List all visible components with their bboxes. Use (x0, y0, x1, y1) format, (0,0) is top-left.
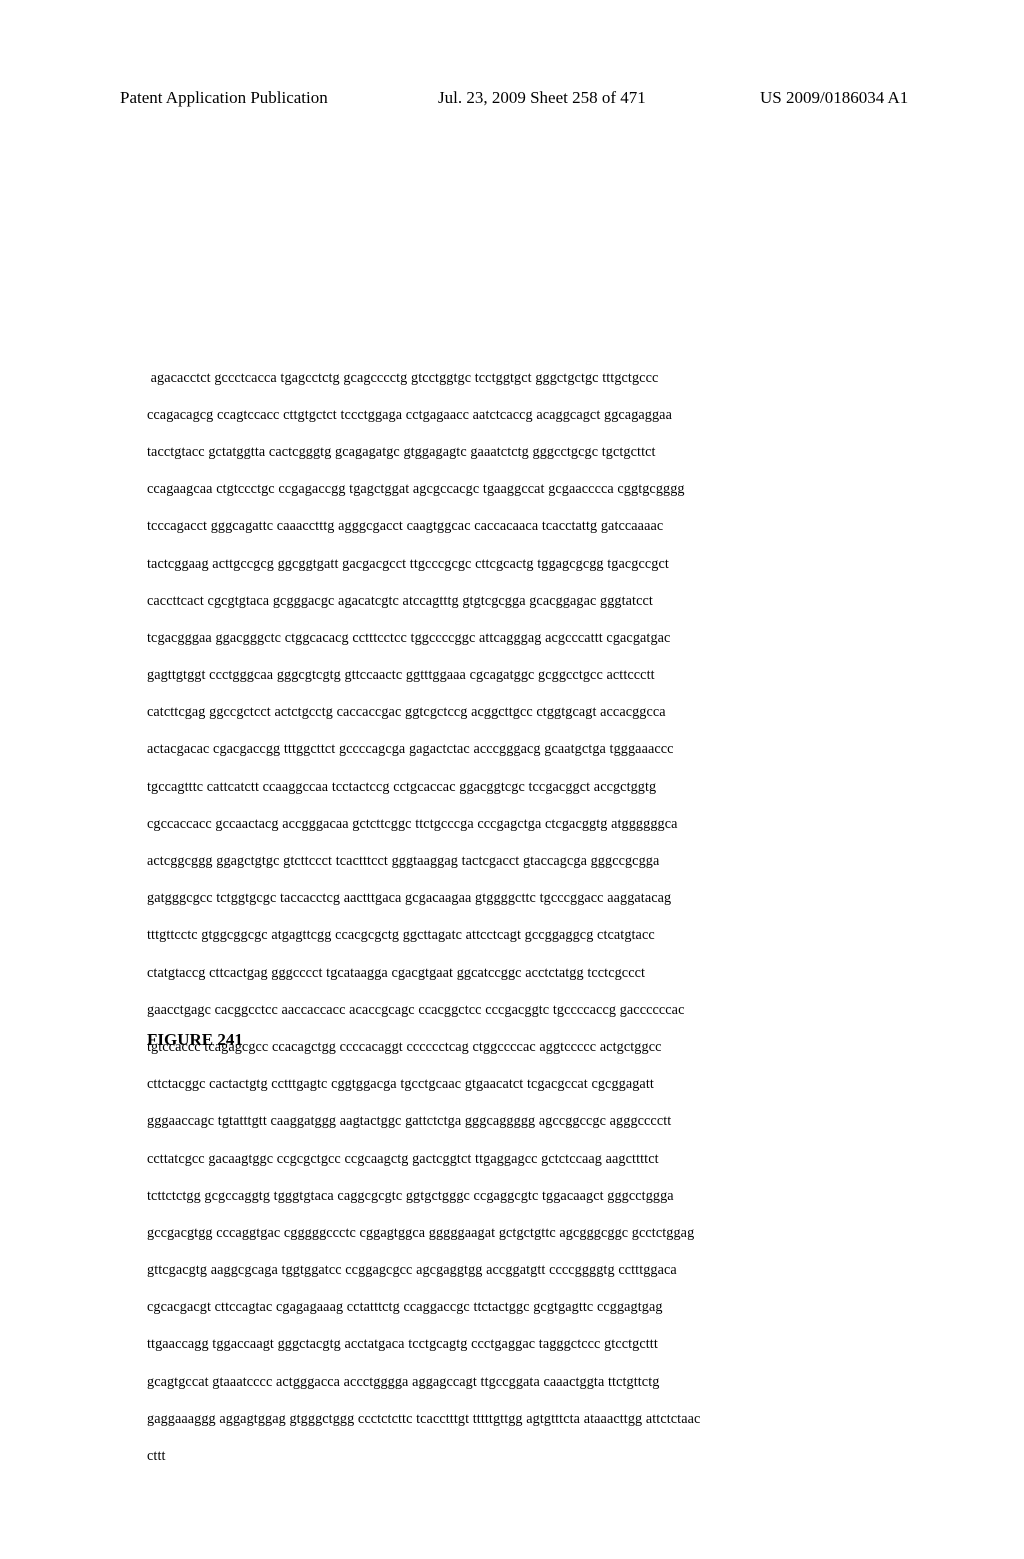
sequence-line: gccgacgtgg cccaggtgac cgggggccctc cggagt… (147, 1224, 909, 1243)
sequence-block: agacacctct gccctcacca tgagcctctg gcagccc… (147, 350, 909, 1559)
sequence-line: actacgacac cgacgaccgg tttggcttct gccccag… (147, 740, 909, 759)
sequence-line: agacacctct gccctcacca tgagcctctg gcagccc… (147, 369, 909, 388)
sequence-line: tgtccaccc tcagagcgcc ccacagctgg ccccacag… (147, 1038, 909, 1057)
header-right: US 2009/0186034 A1 (760, 88, 908, 108)
sequence-line: tactcggaag acttgccgcg ggcggtgatt gacgacg… (147, 555, 909, 574)
sequence-line: cgcacgacgt cttccagtac cgagagaaag cctattt… (147, 1298, 909, 1317)
sequence-line: gatgggcgcc tctggtgcgc taccacctcg aactttg… (147, 889, 909, 908)
page: Patent Application Publication Jul. 23, … (0, 0, 1024, 1320)
figure-label: FIGURE 241 (147, 1030, 243, 1050)
sequence-line: gaggaaaggg aggagtggag gtgggctggg ccctctc… (147, 1410, 909, 1429)
sequence-line: gttcgacgtg aaggcgcaga tggtggatcc ccggagc… (147, 1261, 909, 1280)
sequence-line: tttgttcctc gtggcggcgc atgagttcgg ccacgcg… (147, 926, 909, 945)
sequence-line: tacctgtacc gctatggtta cactcgggtg gcagaga… (147, 443, 909, 462)
sequence-line: gaacctgagc cacggcctcc aaccaccacc acaccgc… (147, 1001, 909, 1020)
sequence-line: tcgacgggaa ggacgggctc ctggcacacg cctttcc… (147, 629, 909, 648)
sequence-line: gagttgtggt ccctgggcaa gggcgtcgtg gttccaa… (147, 666, 909, 685)
sequence-line: tcccagacct gggcagattc caaacctttg agggcga… (147, 517, 909, 536)
sequence-line: cttt (147, 1447, 909, 1466)
sequence-line: gcagtgccat gtaaatcccc actgggacca accctgg… (147, 1373, 909, 1392)
sequence-line: ttgaaccagg tggaccaagt gggctacgtg acctatg… (147, 1335, 909, 1354)
sequence-line: ctatgtaccg cttcactgag gggcccct tgcataagg… (147, 964, 909, 983)
sequence-line: cgccaccacc gccaactacg accgggacaa gctcttc… (147, 815, 909, 834)
header-left: Patent Application Publication (120, 88, 328, 108)
sequence-line: tcttctctgg gcgccaggtg tgggtgtaca caggcgc… (147, 1187, 909, 1206)
sequence-line: cttctacggc cactactgtg cctttgagtc cggtgga… (147, 1075, 909, 1094)
sequence-line: caccttcact cgcgtgtaca gcgggacgc agacatcg… (147, 592, 909, 611)
sequence-line: ccagacagcg ccagtccacc cttgtgctct tccctgg… (147, 406, 909, 425)
sequence-line: catcttcgag ggccgctcct actctgcctg caccacc… (147, 703, 909, 722)
sequence-line: actcggcggg ggagctgtgc gtcttccct tcactttc… (147, 852, 909, 871)
header-center: Jul. 23, 2009 Sheet 258 of 471 (438, 88, 646, 108)
sequence-line: tgccagtttc cattcatctt ccaaggccaa tcctact… (147, 778, 909, 797)
sequence-line: ccttatcgcc gacaagtggc ccgcgctgcc ccgcaag… (147, 1150, 909, 1169)
sequence-line: ccagaagcaa ctgtccctgc ccgagaccgg tgagctg… (147, 480, 909, 499)
sequence-line: gggaaccagc tgtatttgtt caaggatggg aagtact… (147, 1112, 909, 1131)
